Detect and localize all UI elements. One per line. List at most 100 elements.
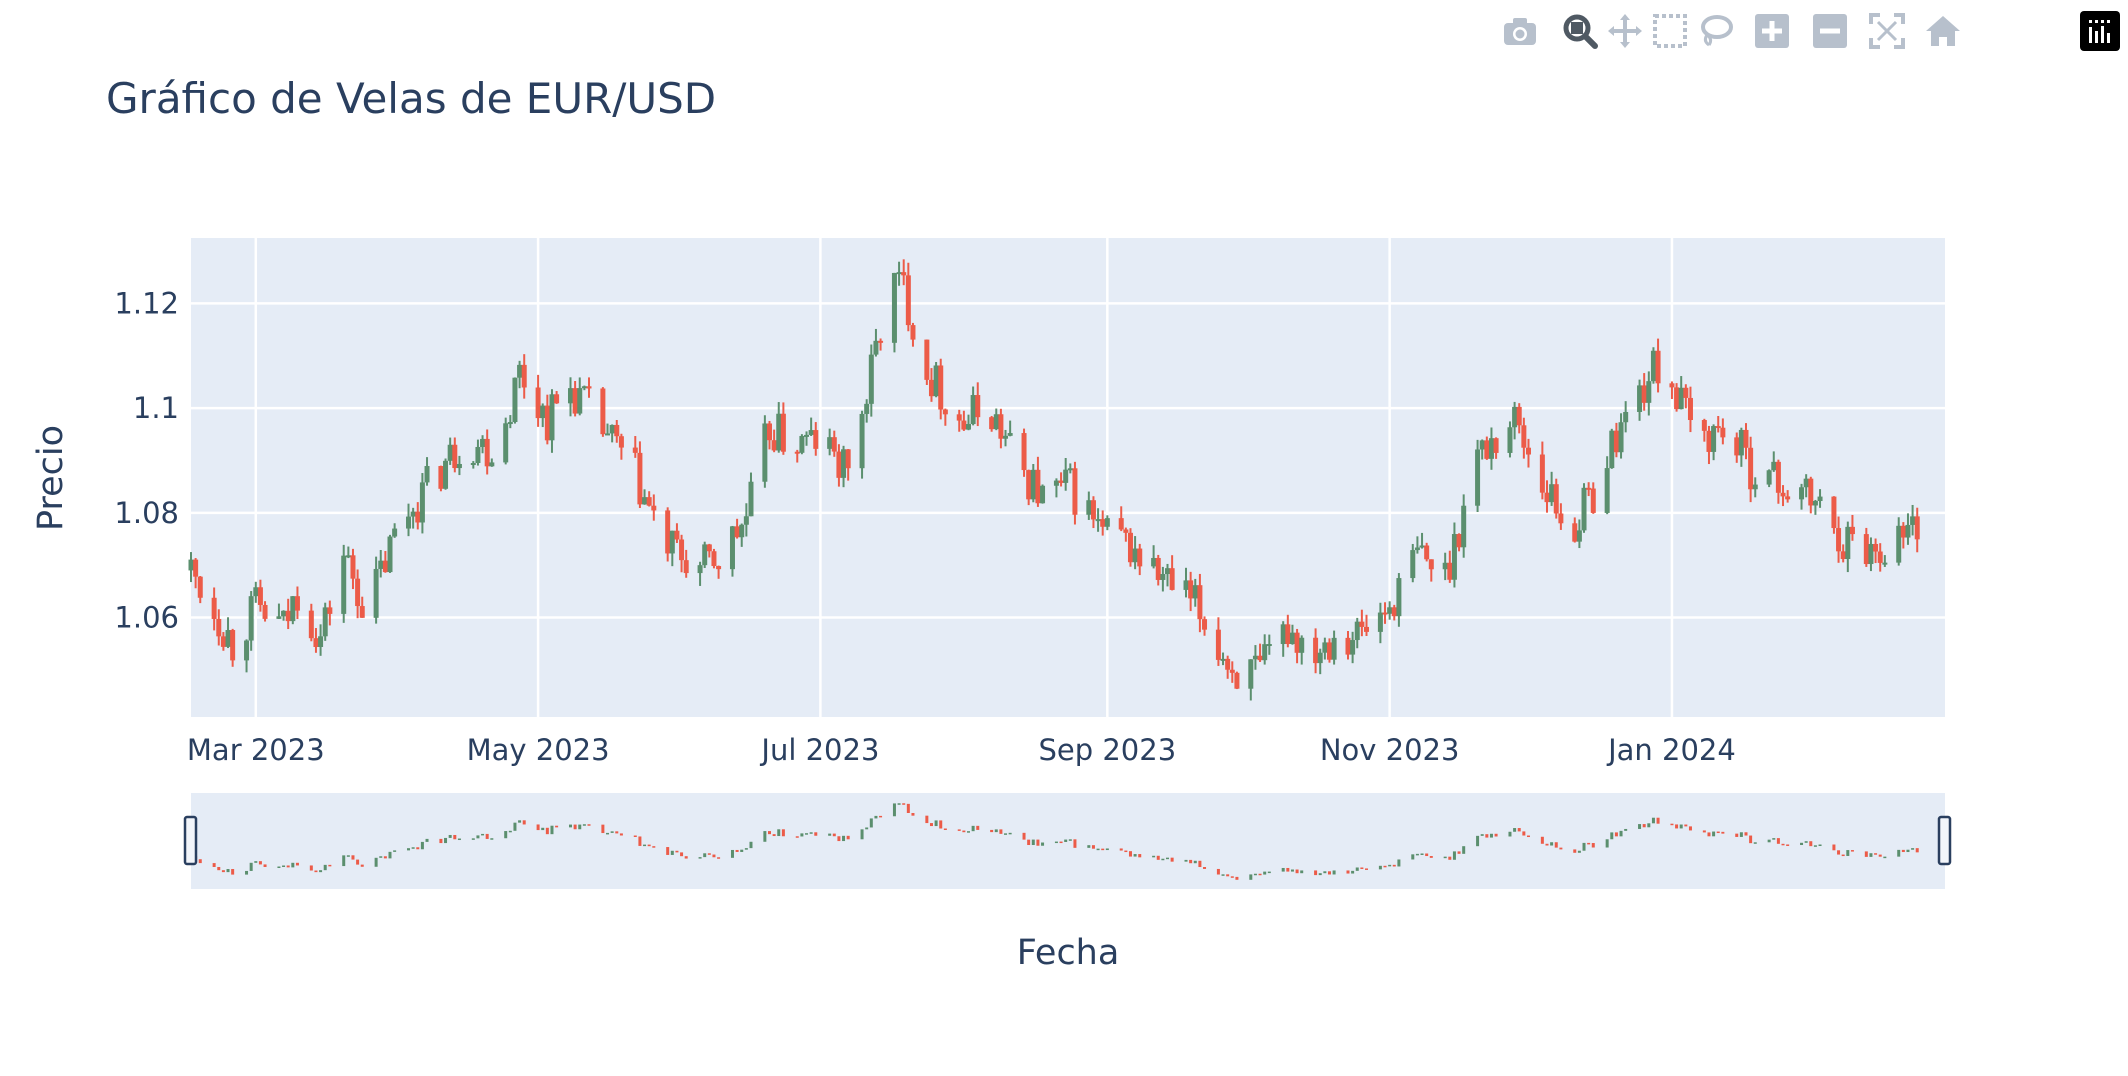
candle-decreasing bbox=[942, 409, 948, 415]
candle-decreasing bbox=[230, 630, 236, 661]
camera-icon[interactable] bbox=[1495, 4, 1545, 58]
candle-increasing bbox=[373, 568, 379, 618]
candle-increasing-mini bbox=[518, 820, 522, 823]
zoom-in-icon[interactable] bbox=[1747, 4, 1797, 58]
candle-increasing-mini bbox=[763, 831, 767, 842]
candle-increasing bbox=[1910, 516, 1916, 525]
candle-decreasing bbox=[327, 607, 333, 614]
candle-increasing bbox=[873, 340, 879, 355]
candle-decreasing bbox=[262, 604, 268, 619]
candle-increasing bbox=[318, 636, 324, 647]
candle-decreasing bbox=[813, 430, 819, 449]
candle-increasing bbox=[345, 555, 351, 558]
autoscale-icon-glyph bbox=[1869, 13, 1905, 49]
candle-increasing-mini bbox=[319, 870, 323, 873]
candle-decreasing-mini bbox=[573, 824, 577, 830]
candle-decreasing-mini bbox=[1809, 841, 1813, 847]
candle-increasing-mini bbox=[1638, 824, 1642, 829]
candle-increasing bbox=[480, 438, 486, 447]
candle-decreasing-mini bbox=[601, 824, 605, 834]
candle-decreasing-mini bbox=[439, 838, 443, 844]
candle-decreasing bbox=[1225, 658, 1231, 670]
candle-increasing bbox=[743, 516, 749, 525]
candle-decreasing bbox=[1169, 568, 1175, 590]
candle-increasing-mini bbox=[1193, 860, 1197, 864]
candle-decreasing-mini bbox=[795, 836, 799, 838]
lasso-select-icon[interactable] bbox=[1690, 4, 1740, 58]
candle-increasing-mini bbox=[1388, 864, 1392, 867]
candle-decreasing bbox=[1424, 545, 1430, 560]
candle-decreasing bbox=[1359, 621, 1365, 627]
candle-increasing-mini bbox=[994, 829, 998, 833]
candle-decreasing bbox=[928, 379, 934, 397]
candle-increasing-mini bbox=[1605, 839, 1609, 848]
candle-decreasing bbox=[632, 447, 638, 453]
candle-decreasing-mini bbox=[1614, 832, 1618, 837]
candle-decreasing bbox=[1072, 468, 1078, 515]
candle-decreasing bbox=[285, 610, 291, 622]
x-tick-label: Jul 2023 bbox=[759, 733, 879, 767]
candle-decreasing bbox=[674, 530, 680, 540]
plotly-logo-icon[interactable] bbox=[2075, 4, 2125, 58]
pan-icon[interactable] bbox=[1600, 4, 1650, 58]
candle-decreasing-mini bbox=[1101, 848, 1105, 851]
reset-axes-icon[interactable] bbox=[1918, 4, 1968, 58]
rangeslider-handle-right[interactable] bbox=[1937, 815, 1952, 866]
candle-decreasing-mini bbox=[814, 832, 818, 836]
zoom-out-icon[interactable] bbox=[1805, 4, 1855, 58]
candle-increasing bbox=[1618, 422, 1624, 453]
candle-increasing-mini bbox=[1480, 834, 1484, 836]
candle-decreasing bbox=[1313, 637, 1319, 664]
candle-decreasing bbox=[1155, 557, 1161, 580]
candle-increasing-mini bbox=[643, 844, 647, 847]
candle-decreasing-mini bbox=[939, 820, 943, 829]
candle-increasing bbox=[507, 422, 513, 425]
candle-increasing bbox=[1451, 534, 1457, 580]
candle-increasing bbox=[1512, 406, 1518, 428]
candle-decreasing bbox=[1849, 526, 1855, 535]
candle-increasing-mini bbox=[1800, 842, 1804, 846]
candle-decreasing-mini bbox=[1156, 855, 1160, 860]
rangeslider-background[interactable] bbox=[191, 793, 1945, 889]
candle-increasing bbox=[503, 423, 509, 463]
candle-increasing bbox=[1604, 468, 1610, 513]
candle-decreasing bbox=[1035, 469, 1041, 504]
candle-decreasing-mini bbox=[684, 856, 688, 859]
y-axis-title: Precio bbox=[31, 425, 71, 531]
candle-decreasing bbox=[1188, 580, 1194, 599]
candle-increasing-mini bbox=[966, 831, 970, 833]
candle-decreasing-mini bbox=[1573, 849, 1577, 853]
candle-increasing bbox=[1845, 526, 1851, 560]
candle-increasing-mini bbox=[800, 833, 804, 837]
candle-decreasing-mini bbox=[217, 866, 221, 871]
candle-decreasing-mini bbox=[1540, 836, 1544, 844]
candle-decreasing-mini bbox=[1864, 851, 1868, 857]
candle-increasing-mini bbox=[1300, 870, 1304, 874]
candle-increasing-mini bbox=[504, 831, 508, 839]
candle-increasing bbox=[1442, 562, 1448, 570]
autoscale-icon[interactable] bbox=[1862, 4, 1912, 58]
y-axis-ticks: 1.06 1.08 1.1 1.12 bbox=[114, 286, 179, 634]
candle-increasing bbox=[808, 430, 814, 435]
candle-increasing bbox=[864, 403, 870, 414]
rangeslider-handle-left[interactable] bbox=[183, 815, 198, 866]
candle-increasing-mini bbox=[476, 835, 480, 839]
chart-title: Gráfico de Velas de EUR/USD bbox=[106, 74, 717, 123]
candle-increasing bbox=[762, 423, 768, 482]
candle-increasing bbox=[965, 424, 971, 430]
candle-decreasing-mini bbox=[1258, 873, 1262, 876]
candle-decreasing bbox=[586, 386, 592, 389]
x-tick-label: Mar 2023 bbox=[187, 733, 325, 767]
candle-increasing-mini bbox=[578, 824, 582, 830]
candle-decreasing bbox=[1669, 383, 1675, 388]
candle-increasing-mini bbox=[1008, 832, 1012, 835]
candle-increasing-mini bbox=[1290, 869, 1294, 872]
candle-decreasing-mini bbox=[356, 859, 360, 865]
candle-increasing bbox=[475, 446, 481, 464]
box-select-icon[interactable] bbox=[1645, 4, 1695, 58]
pan-icon-glyph bbox=[1608, 14, 1642, 48]
zoom-icon[interactable] bbox=[1555, 4, 1605, 58]
candle-increasing bbox=[387, 536, 393, 573]
candle-increasing bbox=[470, 463, 476, 466]
